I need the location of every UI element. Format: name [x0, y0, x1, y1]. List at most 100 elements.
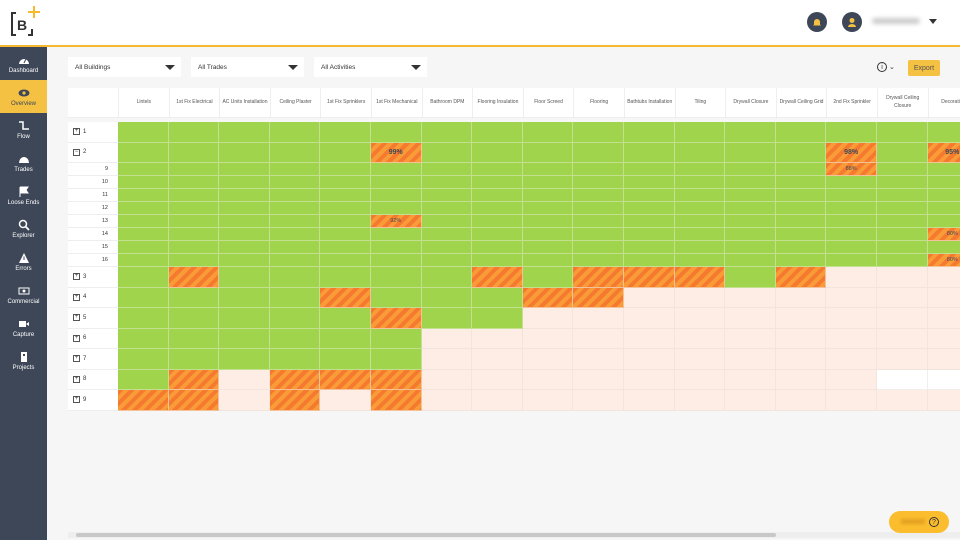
cell[interactable] — [826, 308, 877, 329]
cell[interactable] — [725, 241, 776, 254]
cell[interactable] — [421, 254, 473, 267]
cell[interactable] — [725, 215, 776, 228]
cell[interactable] — [472, 328, 523, 349]
cell[interactable] — [573, 189, 624, 202]
cell[interactable] — [674, 390, 726, 411]
cell[interactable] — [674, 163, 726, 176]
cell[interactable] — [725, 369, 776, 390]
cell[interactable] — [573, 142, 624, 163]
cell[interactable] — [370, 122, 422, 143]
cell[interactable] — [573, 267, 624, 288]
sidebar-item-explorer[interactable]: Explorer — [0, 212, 47, 245]
cell[interactable] — [269, 189, 321, 202]
cell[interactable] — [522, 369, 574, 390]
cell[interactable] — [927, 390, 960, 411]
cell[interactable] — [219, 328, 270, 349]
cell[interactable] — [269, 349, 321, 370]
user-menu-caret-icon[interactable] — [929, 19, 937, 24]
cell[interactable] — [269, 241, 321, 254]
cell[interactable] — [168, 228, 220, 241]
cell[interactable] — [927, 369, 960, 390]
cell[interactable] — [522, 142, 574, 163]
cell[interactable] — [269, 254, 321, 267]
cell[interactable] — [219, 122, 270, 143]
cell[interactable] — [623, 328, 675, 349]
cell[interactable] — [927, 189, 960, 202]
cell[interactable] — [320, 228, 371, 241]
cell[interactable] — [623, 308, 675, 329]
cell[interactable] — [472, 241, 523, 254]
cell[interactable] — [775, 163, 827, 176]
cell[interactable]: 92% — [370, 215, 422, 228]
cell[interactable] — [775, 328, 827, 349]
cell[interactable] — [472, 267, 523, 288]
cell[interactable] — [927, 176, 960, 189]
cell[interactable] — [876, 390, 928, 411]
cell[interactable] — [674, 328, 726, 349]
cell[interactable] — [472, 122, 523, 143]
cell[interactable] — [320, 254, 371, 267]
cell[interactable] — [674, 202, 726, 215]
user-avatar[interactable] — [842, 12, 862, 32]
cell[interactable] — [118, 349, 169, 370]
cell[interactable] — [725, 267, 776, 288]
cell[interactable] — [927, 202, 960, 215]
cell[interactable] — [623, 215, 675, 228]
cell[interactable] — [927, 163, 960, 176]
cell[interactable] — [320, 241, 371, 254]
cell[interactable] — [320, 142, 371, 163]
cell[interactable] — [876, 228, 928, 241]
cell[interactable] — [775, 142, 827, 163]
cell[interactable] — [320, 287, 371, 308]
cell[interactable] — [219, 163, 270, 176]
cell[interactable] — [623, 228, 675, 241]
cell[interactable] — [421, 163, 473, 176]
cell[interactable] — [168, 349, 220, 370]
cell[interactable] — [674, 369, 726, 390]
cell[interactable] — [168, 215, 220, 228]
cell[interactable] — [370, 202, 422, 215]
cell[interactable] — [472, 163, 523, 176]
cell[interactable] — [623, 163, 675, 176]
cell[interactable] — [320, 267, 371, 288]
cell[interactable] — [725, 189, 776, 202]
cell[interactable] — [370, 328, 422, 349]
cell[interactable] — [421, 349, 473, 370]
cell[interactable] — [118, 189, 169, 202]
cell[interactable] — [472, 189, 523, 202]
cell[interactable] — [522, 287, 574, 308]
cell[interactable] — [674, 308, 726, 329]
cell[interactable] — [573, 241, 624, 254]
cell[interactable] — [320, 202, 371, 215]
cell[interactable] — [269, 176, 321, 189]
sidebar-item-dashboard[interactable]: Dashboard — [0, 47, 47, 80]
cell[interactable] — [168, 241, 220, 254]
cell[interactable] — [269, 202, 321, 215]
cell[interactable] — [370, 176, 422, 189]
cell[interactable] — [421, 142, 473, 163]
cell[interactable] — [927, 267, 960, 288]
cell[interactable] — [725, 308, 776, 329]
cell[interactable] — [522, 349, 574, 370]
cell[interactable] — [674, 215, 726, 228]
cell[interactable] — [370, 390, 422, 411]
cell[interactable] — [472, 308, 523, 329]
cell[interactable] — [370, 308, 422, 329]
cell[interactable] — [219, 390, 270, 411]
cell[interactable] — [522, 241, 574, 254]
cell[interactable] — [269, 390, 321, 411]
cell[interactable] — [472, 176, 523, 189]
cell[interactable] — [118, 241, 169, 254]
cell[interactable] — [623, 122, 675, 143]
cell[interactable] — [573, 369, 624, 390]
info-button[interactable]: i ⌄ — [877, 62, 895, 72]
cell[interactable] — [826, 241, 877, 254]
cell[interactable] — [320, 308, 371, 329]
cell[interactable] — [674, 349, 726, 370]
cell[interactable] — [623, 287, 675, 308]
cell[interactable] — [168, 308, 220, 329]
cell[interactable] — [219, 267, 270, 288]
cell[interactable]: 98% — [826, 142, 877, 163]
cell[interactable] — [775, 176, 827, 189]
cell[interactable] — [118, 287, 169, 308]
